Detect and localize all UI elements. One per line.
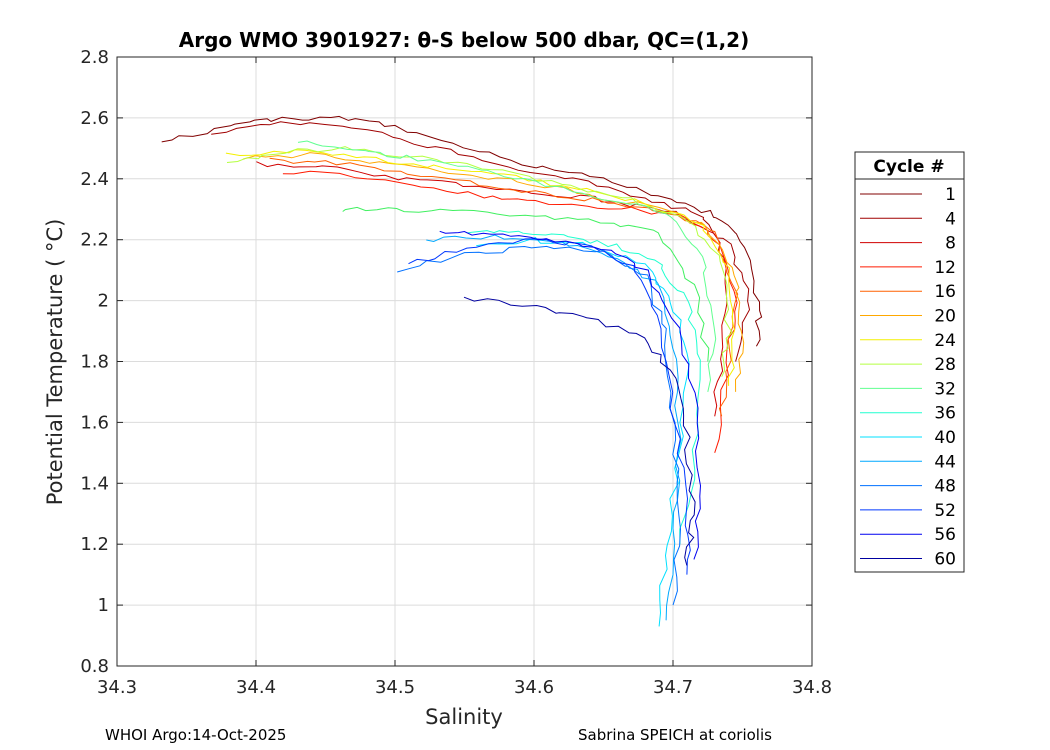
y-tick-label: 2.6 [80, 108, 109, 129]
series-line-60 [463, 296, 696, 566]
legend-label: 36 [934, 404, 956, 424]
x-tick-label: 34.6 [514, 677, 554, 698]
series-line-56 [439, 230, 702, 560]
series-line-20 [242, 152, 745, 392]
y-tick-label: 1 [98, 595, 109, 616]
y-tick-label: 1.2 [80, 534, 109, 555]
x-tick-label: 34.8 [792, 677, 832, 698]
legend-label: 56 [934, 525, 956, 545]
x-tick-label: 34.4 [236, 677, 276, 698]
series-line-4 [211, 121, 751, 362]
legend-label: 20 [934, 307, 956, 327]
series-line-28 [226, 146, 733, 377]
footer-right: Sabrina SPEICH at coriolis [578, 726, 772, 744]
legend-title: Cycle # [873, 157, 944, 177]
y-tick-label: 2 [98, 291, 109, 312]
series-line-32b [342, 206, 710, 362]
x-tick-label: 34.3 [97, 677, 137, 698]
y-axis-label: Potential Temperature ( °C) [43, 219, 67, 506]
x-tick-label: 34.7 [653, 677, 693, 698]
legend-box [854, 151, 965, 573]
legend-label: 4 [945, 209, 956, 229]
series-line-32 [297, 140, 717, 393]
legend-label: 12 [934, 258, 956, 278]
x-tick-label: 34.5 [375, 677, 415, 698]
legend-label: 48 [934, 477, 956, 497]
legend-label: 40 [934, 428, 956, 448]
series-line-24 [225, 149, 736, 386]
series-line-40 [476, 236, 690, 627]
footer-left: WHOI Argo:14-Oct-2025 [105, 726, 287, 744]
legend-label: 1 [945, 185, 956, 205]
legend-label: 44 [934, 452, 956, 472]
ticks: 34.3 34.4 34.5 34.6 34.7 34.8 0.8 1 1.2 1.4 1.6 1.8… [80, 47, 832, 698]
series-line-52 [408, 238, 691, 575]
y-tick-label: 1.8 [80, 352, 109, 373]
series-line-48 [397, 245, 682, 606]
legend-label: 60 [934, 550, 956, 570]
legend-label: 16 [934, 282, 956, 302]
x-axis-label: Salinity [425, 705, 503, 729]
y-tick-label: 2.4 [80, 169, 109, 190]
series-group [161, 115, 763, 627]
y-tick-label: 1.6 [80, 412, 109, 433]
series-line-8 [256, 161, 728, 417]
legend-label: 32 [934, 379, 956, 399]
legend-label: 8 [945, 234, 956, 254]
y-tick-label: 0.8 [80, 656, 109, 677]
legend-label: 28 [934, 355, 956, 375]
chart-title: Argo WMO 3901927: θ-S below 500 dbar, QC… [179, 28, 749, 52]
legend-label: 52 [934, 501, 956, 521]
legend-label: 24 [934, 331, 956, 351]
series-line-1 [161, 115, 763, 347]
y-tick-label: 2.8 [80, 47, 109, 68]
y-tick-label: 1.4 [80, 473, 109, 494]
y-tick-label: 2.2 [80, 230, 109, 251]
